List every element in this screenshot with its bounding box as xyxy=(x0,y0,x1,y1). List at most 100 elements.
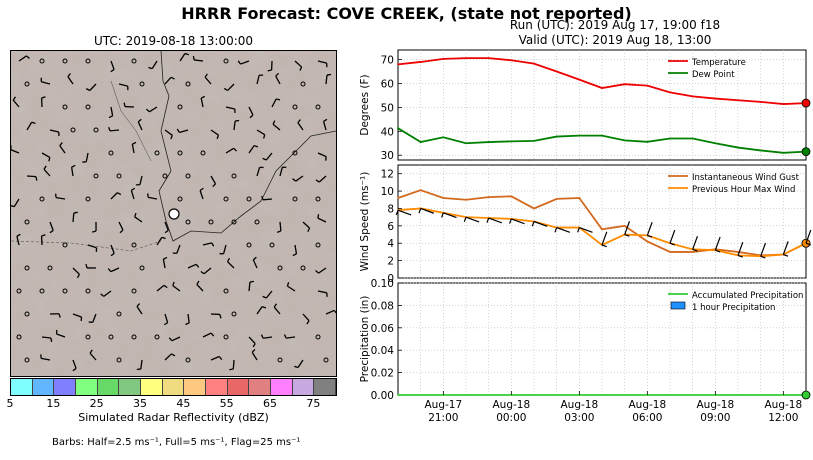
x-tick-label-date: Aug-18 xyxy=(697,399,735,411)
wind-barb-flag xyxy=(554,227,558,233)
wind-barb-staff xyxy=(202,242,212,246)
wind-barb-flag xyxy=(134,212,137,218)
wind-barb-staff xyxy=(262,336,273,339)
calm-wind-marker xyxy=(131,58,137,64)
wind-barb-staff xyxy=(262,198,273,201)
calm-wind-marker xyxy=(131,288,137,294)
wind-barb xyxy=(85,83,97,92)
wind-barb-staff xyxy=(273,306,281,315)
wind-barb xyxy=(100,290,112,297)
y-tick-label: 50 xyxy=(381,102,394,114)
wind-barb-flag xyxy=(292,253,297,257)
calm-wind-marker xyxy=(62,58,68,64)
wind-barb-staff xyxy=(782,241,789,255)
data-point xyxy=(782,151,785,154)
calm-wind-marker xyxy=(246,242,252,248)
wind-barb xyxy=(317,152,327,161)
wind-barb xyxy=(200,95,206,108)
data-point xyxy=(623,394,626,396)
y-tick-label: 0.06 xyxy=(371,323,395,335)
wind-barb-flag xyxy=(233,147,238,152)
wind-barb-flag xyxy=(252,343,256,348)
wind-barb-flag xyxy=(85,263,88,269)
wind-barb-staff xyxy=(18,55,27,62)
wind-barb-staff xyxy=(302,221,311,229)
y-tick-label: 2 xyxy=(387,256,394,268)
data-point xyxy=(555,135,558,138)
data-point xyxy=(601,228,603,231)
wind-barb-staff xyxy=(760,242,767,257)
wind-barb xyxy=(92,221,97,233)
colorbar-swatch xyxy=(119,379,142,395)
wind-barb-flag xyxy=(136,303,141,307)
wind-barb-staff xyxy=(240,60,250,65)
county-boundary xyxy=(110,80,152,162)
wind-barb-staff xyxy=(87,244,97,249)
calm-wind-marker xyxy=(223,334,229,340)
data-point xyxy=(691,137,694,140)
wind-barb-flag xyxy=(92,230,97,233)
wind-barb-flag xyxy=(276,230,282,234)
y-tick-label: 0.02 xyxy=(371,368,394,380)
wind-barb-flag xyxy=(132,141,137,145)
wind-barb-flag xyxy=(170,135,173,140)
wind-barb xyxy=(210,355,223,361)
wind-barb-staff xyxy=(271,98,277,108)
calm-wind-marker xyxy=(315,242,321,248)
data-point xyxy=(442,136,445,139)
wind-barb-staff xyxy=(317,152,327,158)
wind-barb xyxy=(248,280,254,292)
wind-barb-flag xyxy=(184,52,189,56)
wind-barb xyxy=(200,267,212,275)
calm-wind-marker xyxy=(292,150,298,156)
calm-wind-marker xyxy=(277,357,283,363)
wind-barb-flag xyxy=(12,96,17,101)
wind-barb-flag xyxy=(41,96,46,99)
y-tick-label: 70 xyxy=(381,55,394,67)
wind-barb-staff xyxy=(11,149,20,154)
wind-barb-staff xyxy=(227,261,235,269)
barbs-caption: Barbs: Half=2.5 ms⁻¹, Full=5 ms⁻¹, Flag=… xyxy=(52,437,301,448)
wind-barb-flag xyxy=(261,195,264,201)
wind-barb xyxy=(225,106,236,113)
data-point xyxy=(397,197,399,199)
wind-barb-flag xyxy=(161,236,166,240)
x-tick-label-time: 12:00 xyxy=(768,412,798,424)
data-point xyxy=(669,137,671,140)
wind-barb-staff xyxy=(13,198,20,208)
data-point xyxy=(419,61,422,63)
calm-wind-marker xyxy=(16,334,22,340)
data-point xyxy=(601,134,603,137)
wind-barb xyxy=(219,244,227,255)
wind-barb-staff xyxy=(72,359,77,369)
y-tick-label: 6 xyxy=(387,221,394,233)
wind-barb-flag xyxy=(210,332,215,337)
wind-barb-staff xyxy=(187,313,190,324)
wind-barb xyxy=(11,145,20,154)
data-point xyxy=(465,198,467,201)
wind-barb-staff xyxy=(41,152,51,159)
wind-barb xyxy=(107,267,120,273)
data-point xyxy=(578,78,581,81)
wind-barb xyxy=(147,193,158,200)
wind-barb-staff xyxy=(204,76,212,85)
legend-label: Previous Hour Max Wind xyxy=(692,185,795,195)
wind-barb-flag xyxy=(58,313,61,318)
wind-barb-flag xyxy=(292,178,297,182)
wind-barb-flag xyxy=(35,176,38,181)
wind-barb xyxy=(315,175,327,183)
data-point xyxy=(533,139,535,142)
y-tick-label: 12 xyxy=(381,169,394,181)
wind-barb-flag xyxy=(315,179,320,183)
wind-barb xyxy=(40,96,46,108)
wind-barb-flag xyxy=(306,320,310,325)
wind-barb-flag xyxy=(249,114,254,119)
reflectivity-colorbar xyxy=(10,378,337,396)
wind-barb-staff xyxy=(275,75,281,85)
wind-barb-staff xyxy=(420,207,435,214)
wind-barb-flag xyxy=(253,144,259,148)
wind-barb xyxy=(294,359,304,369)
wind-barb-staff xyxy=(511,218,525,225)
wind-barb-flag xyxy=(326,73,332,76)
